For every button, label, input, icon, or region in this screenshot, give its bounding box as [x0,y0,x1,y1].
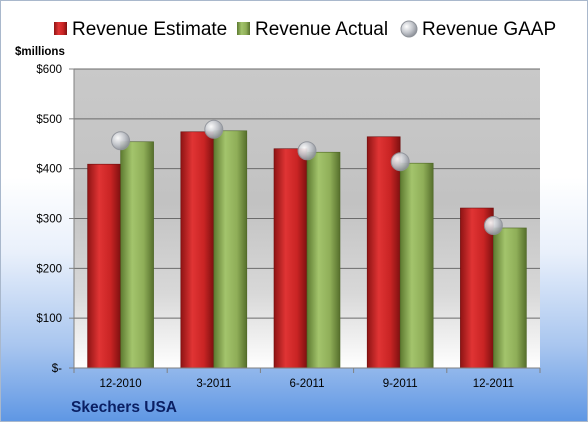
gaap-markers [111,119,503,235]
y-tick-label: $600 [36,64,62,76]
bar-revenue-actual [213,130,248,369]
legend: Revenue Estimate Revenue Actual Revenue … [54,19,556,40]
marker-revenue-gaap [204,119,224,139]
marker-revenue-gaap [390,152,410,172]
y-tick-label: $- [52,363,62,375]
x-axis-ticks: 12-2010 3-2011 6-2011 9-2011 12-2011 [73,368,541,390]
y-tick-label: $300 [36,214,62,226]
legend-marker-gaap [400,20,418,38]
bar-revenue-actual [120,141,154,369]
legend-label-estimate: Revenue Estimate [72,19,227,40]
legend-label-actual: Revenue Actual [255,19,388,40]
bar-series [87,130,527,369]
bar-revenue-estimate [180,131,215,369]
y-tick-label: $200 [36,263,62,275]
x-tick-label: 9-2011 [383,378,418,390]
x-tick-label: 3-2011 [196,378,231,390]
bar-revenue-estimate [273,148,308,369]
x-tick-label: 12-2011 [473,378,514,390]
company-label: Skechers USA [71,399,177,416]
y-axis-ticks: $- $100 $200 $300 $400 $500 $600 [36,64,75,375]
y-axis-unit-label: $millions [15,46,65,58]
marker-revenue-gaap [483,215,503,235]
legend-swatch-estimate [54,22,67,35]
x-tick-label: 6-2011 [290,378,325,390]
bar-revenue-estimate [366,136,401,369]
bar-revenue-actual [306,151,341,369]
y-tick-label: $100 [36,313,62,325]
bar-revenue-estimate [460,207,494,369]
bar-revenue-actual [493,227,527,369]
marker-revenue-gaap [297,141,317,161]
y-tick-label: $400 [36,164,62,176]
x-tick-label: 12-2010 [99,378,141,390]
legend-label-gaap: Revenue GAAP [422,19,556,40]
legend-swatch-actual [237,22,250,35]
bar-revenue-actual [399,162,434,369]
marker-revenue-gaap [111,131,131,151]
bar-revenue-estimate [87,163,121,369]
y-tick-label: $500 [36,114,62,126]
